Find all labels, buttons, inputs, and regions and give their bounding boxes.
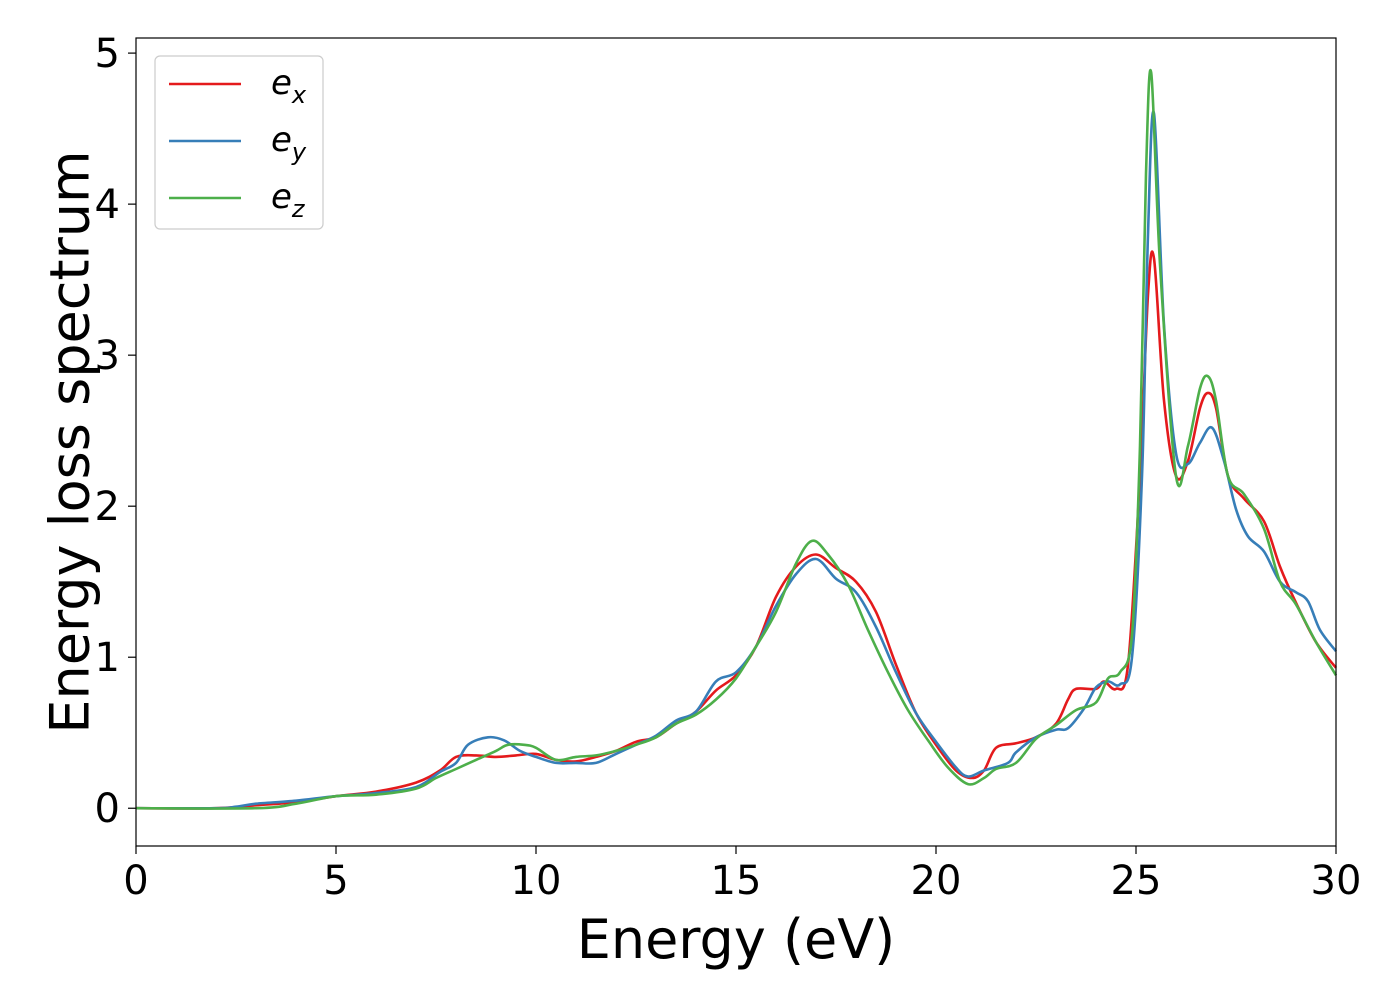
legend-box — [154, 55, 324, 230]
legend-label: ex — [271, 63, 307, 109]
y-tick-label: 1 — [95, 635, 120, 681]
y-tick-label: 3 — [95, 333, 120, 379]
x-tick-label: 15 — [711, 858, 762, 904]
y-tick-label: 2 — [95, 484, 120, 530]
y-tick-label: 0 — [95, 786, 120, 832]
legend-label: ez — [271, 177, 306, 223]
y-axis-label: Energy loss spectrum — [39, 150, 102, 733]
x-tick-label: 20 — [911, 858, 962, 904]
x-axis-label: Energy (eV) — [577, 908, 896, 971]
legend-label: ey — [271, 120, 307, 166]
series-line-y — [135, 110, 1338, 810]
x-tick-label: 5 — [323, 858, 348, 904]
legend: ex ey ez — [154, 55, 324, 230]
y-tick-label: 4 — [95, 182, 120, 228]
x-axis-ticks: 0 5 10 15 20 25 30 — [123, 846, 1361, 904]
y-tick-label: 5 — [95, 31, 120, 77]
x-tick-label: 10 — [511, 858, 562, 904]
y-axis-ticks: 0 1 2 3 4 5 — [95, 31, 136, 832]
series-line-z — [135, 69, 1338, 810]
series-lines — [135, 69, 1338, 810]
x-tick-label: 30 — [1311, 858, 1362, 904]
x-tick-label: 25 — [1111, 858, 1162, 904]
x-tick-label: 0 — [123, 858, 148, 904]
